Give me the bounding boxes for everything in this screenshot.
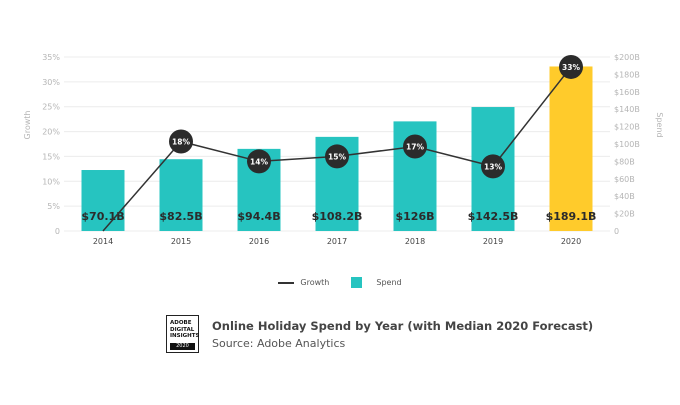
y-right-tick-label: $40B bbox=[614, 192, 635, 201]
combo-chart: 0 5% 10% 15% 20% 25% 30% 35% 0 $20B $40B $60B $80B $1… bbox=[23, 53, 664, 246]
bar-2020 bbox=[549, 66, 593, 231]
growth-point-label: 15% bbox=[328, 152, 346, 161]
y-right-tick-label: $160B bbox=[614, 88, 640, 97]
growth-point bbox=[403, 134, 427, 159]
bar-label: $70.1B bbox=[81, 210, 124, 223]
bar-2014 bbox=[81, 170, 125, 231]
y-left-tick-label: 25% bbox=[42, 103, 60, 112]
x-tick-label: 2016 bbox=[249, 237, 269, 246]
y-left-tick-label: 30% bbox=[42, 78, 60, 87]
growth-point bbox=[559, 54, 583, 79]
legend-item-growth[interactable]: Growth bbox=[278, 277, 329, 288]
x-tick-label: 2020 bbox=[561, 237, 581, 246]
legend: Growth Spend bbox=[0, 277, 680, 288]
growth-point-label: 33% bbox=[562, 63, 580, 72]
bar-label: $189.1B bbox=[546, 210, 597, 223]
x-tick-label: 2014 bbox=[93, 237, 113, 246]
box-swatch-icon bbox=[351, 277, 363, 288]
footer: ADOBE DIGITAL INSIGHTS 2020 Online Holid… bbox=[166, 315, 593, 353]
x-tick-label: 2018 bbox=[405, 237, 425, 246]
bar-label: $142.5B bbox=[468, 210, 519, 223]
growth-point-label: 13% bbox=[484, 162, 502, 171]
y-right-tick-label: $80B bbox=[614, 157, 635, 166]
y-left-tick-label: 15% bbox=[42, 152, 60, 161]
y-right-axis-label: Spend bbox=[655, 112, 664, 137]
growth-point bbox=[325, 144, 349, 169]
y-left-tick-label: 5% bbox=[47, 202, 60, 211]
legend-item-spend[interactable]: Spend bbox=[351, 277, 402, 288]
y-left-tick-label: 20% bbox=[42, 128, 60, 137]
y-right-tick-label: 0 bbox=[614, 227, 619, 236]
chart-title: Online Holiday Spend by Year (with Media… bbox=[212, 319, 594, 333]
bar-label: $126B bbox=[396, 210, 435, 223]
x-tick-label: 2019 bbox=[483, 237, 503, 246]
x-tick-label: 2015 bbox=[171, 237, 191, 246]
line-swatch-icon bbox=[278, 281, 295, 284]
adobe-digital-insights-logo: ADOBE DIGITAL INSIGHTS 2020 bbox=[166, 315, 200, 353]
growth-point bbox=[481, 154, 505, 179]
y-left-tick-label: 0 bbox=[55, 227, 60, 236]
y-right-tick-label: $100B bbox=[614, 140, 640, 149]
growth-point-label: 14% bbox=[250, 157, 268, 166]
y-right-tick-label: $120B bbox=[614, 123, 640, 132]
y-right-tick-label: $140B bbox=[614, 105, 640, 114]
y-left-axis-label: Growth bbox=[23, 111, 32, 140]
x-tick-label: 2017 bbox=[327, 237, 347, 246]
growth-point bbox=[247, 149, 271, 174]
y-right-tick-label: $60B bbox=[614, 175, 635, 184]
bar-2015 bbox=[159, 159, 203, 231]
y-left-tick-label: 35% bbox=[42, 53, 60, 62]
growth-point-label: 17% bbox=[406, 142, 424, 151]
chart-source: Source: Adobe Analytics bbox=[212, 337, 346, 350]
growth-point-label: 18% bbox=[172, 138, 190, 147]
y-right-tick-label: $180B bbox=[614, 70, 640, 79]
y-left-tick-label: 10% bbox=[42, 177, 60, 186]
bar-label: $82.5B bbox=[159, 210, 202, 223]
bar-label: $108.2B bbox=[312, 210, 363, 223]
growth-point bbox=[169, 129, 193, 154]
y-right-tick-label: $200B bbox=[614, 53, 640, 62]
y-right-tick-label: $20B bbox=[614, 210, 635, 219]
bar-label: $94.4B bbox=[237, 210, 280, 223]
